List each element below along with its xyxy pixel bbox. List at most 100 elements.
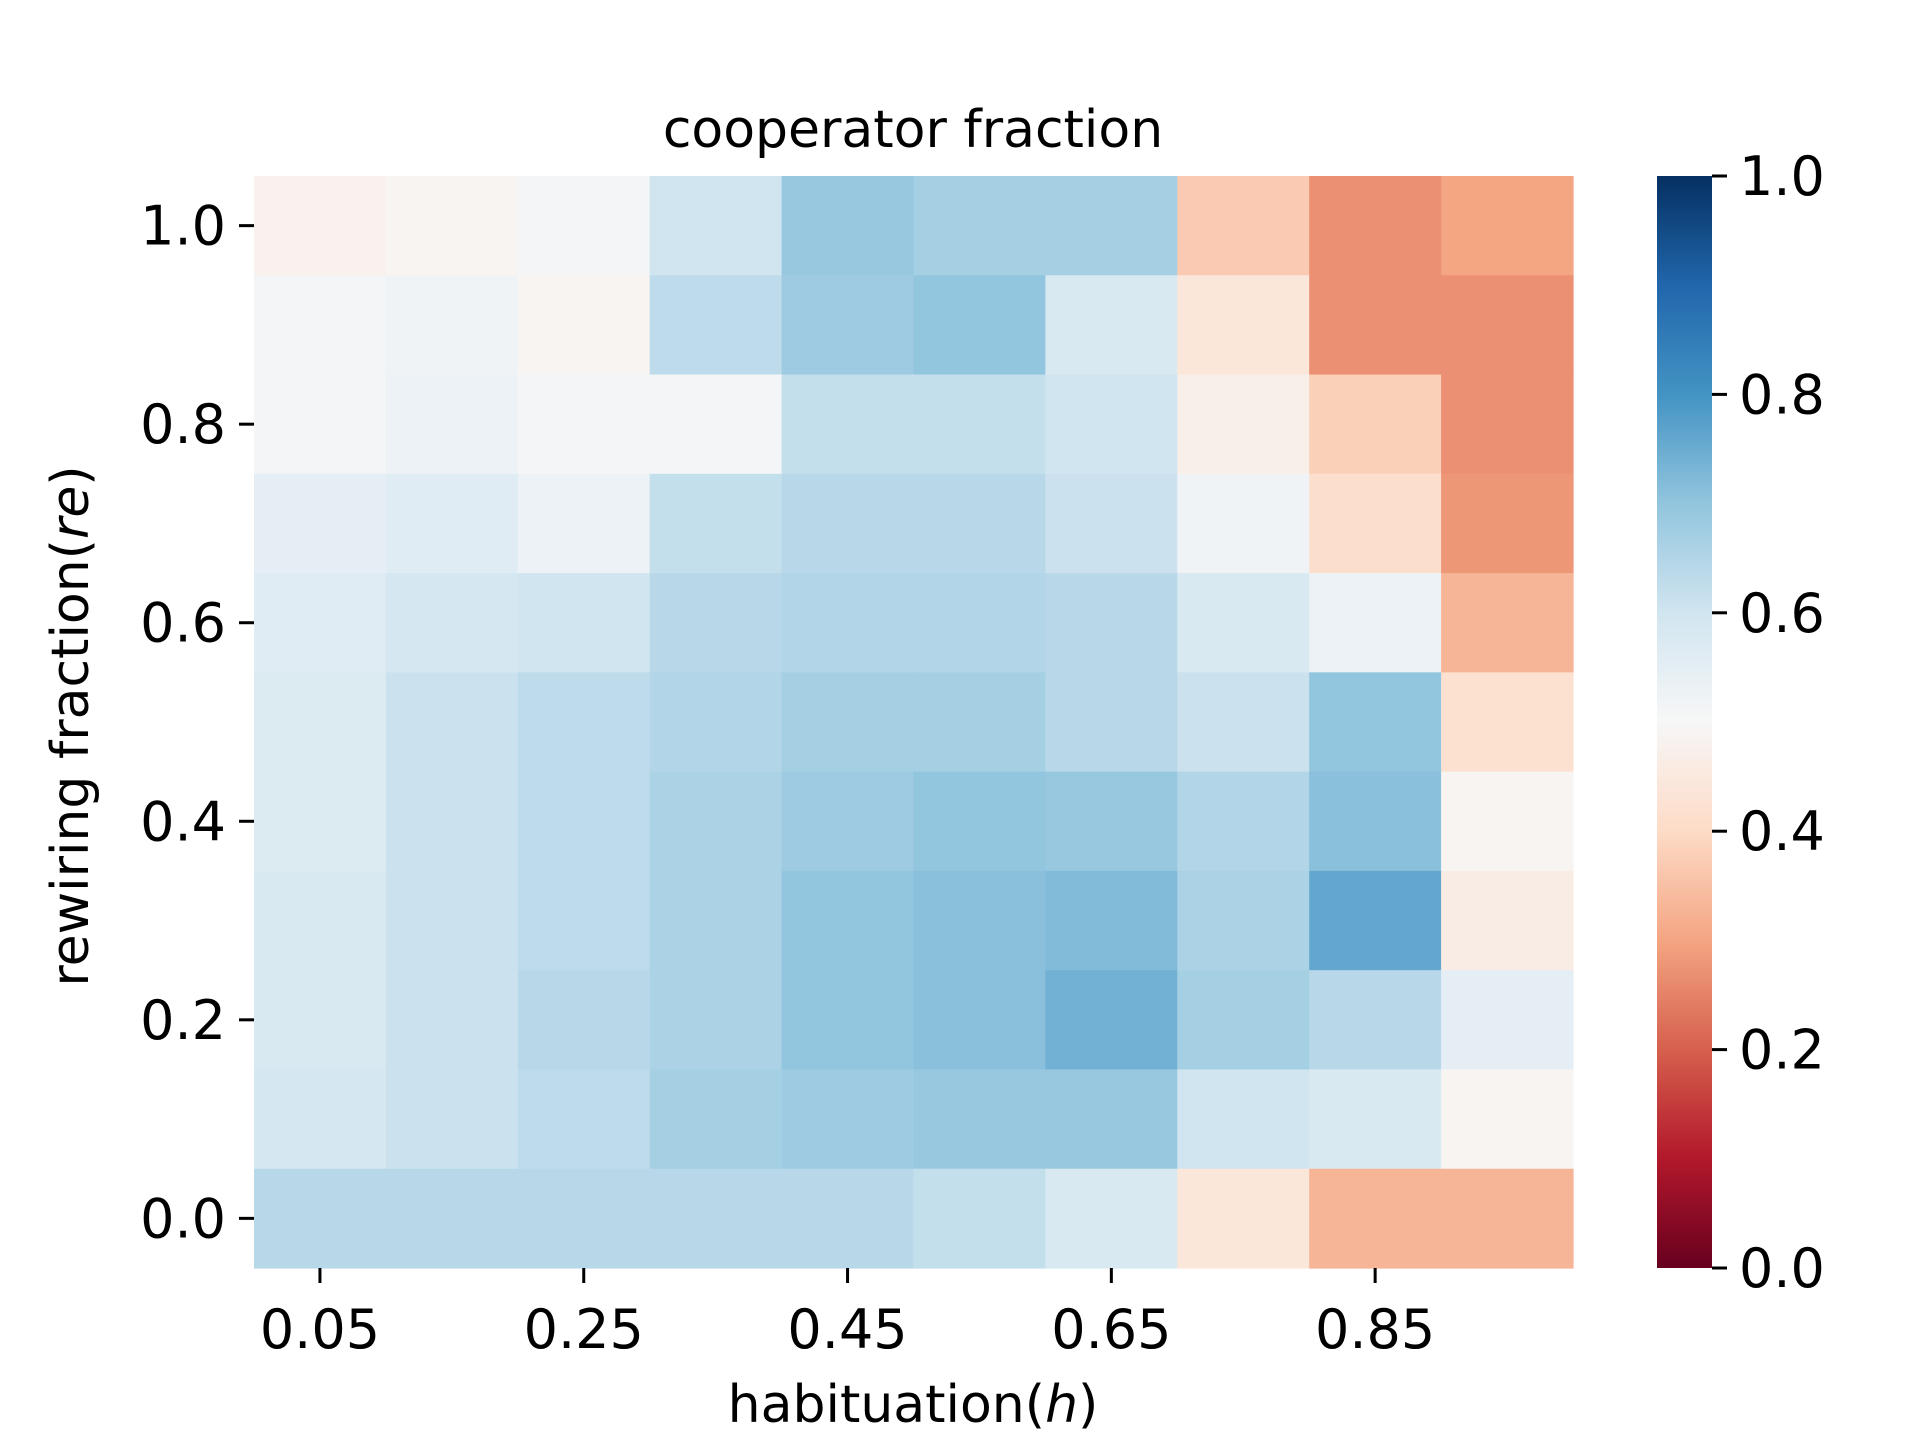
heatmap-cell [781,1168,915,1269]
heatmap-cell [1045,275,1178,376]
heatmap-cell [913,573,1046,673]
heatmap-cell [781,473,915,574]
heatmap-cell [254,573,387,673]
heatmap-cell [254,771,387,872]
heatmap-cell [649,771,783,872]
colorbar [1657,176,1712,1268]
heatmap-cell [1441,771,1574,872]
heatmap-cell [254,275,387,376]
y-tick-label: 0.8 [140,393,226,456]
x-tick-label: 0.45 [787,1298,907,1361]
heatmap-cell [649,1069,783,1170]
heatmap-cell [1309,473,1442,574]
heatmap-cell [517,275,651,376]
heatmap-cell [517,473,651,574]
heatmap-cell [649,573,783,673]
heatmap-cell [254,1168,387,1269]
heatmap-cell [517,1168,651,1269]
heatmap-cell [781,374,915,475]
heatmap-cell [517,573,651,673]
heatmap-cell [1177,573,1310,673]
y-tick-label: 0.2 [140,989,226,1052]
heatmap-cell [1309,672,1442,773]
colorbar-tick-label: 0.2 [1739,1019,1825,1082]
x-tick-label: 0.85 [1315,1298,1435,1361]
heatmap-cell [781,573,915,673]
heatmap-cell [1177,1168,1310,1269]
heatmap-cell [385,573,519,673]
heatmap-cell [781,275,915,376]
x-tick-label: 0.05 [260,1298,380,1361]
y-tick-label: 0.0 [140,1187,226,1250]
y-axis-label: rewiring fraction(re) [41,465,101,986]
heatmap-cell [1309,573,1442,673]
heatmap-cell [1045,1168,1178,1269]
heatmap-cells [254,176,1574,1269]
heatmap-cell [385,870,519,971]
heatmap-cell [1441,1069,1574,1170]
y-axis-ticks: 1.0 0.8 0.6 0.4 0.2 0.0 [140,195,254,1250]
heatmap-cell [1441,870,1574,971]
y-tick-label: 0.4 [140,790,226,853]
heatmap-cell [913,1069,1046,1170]
heatmap-cell [1441,473,1574,574]
heatmap-cell [781,672,915,773]
heatmap-cell [385,473,519,574]
heatmap-cell [913,672,1046,773]
heatmap-cell [1177,275,1310,376]
heatmap-cell [254,374,387,475]
heatmap-cell [649,374,783,475]
heatmap-cell [1177,970,1310,1071]
heatmap-cell [1045,473,1178,574]
heatmap-cell [1309,176,1442,276]
heatmap-cell [649,970,783,1071]
heatmap-cell [254,473,387,574]
heatmap-cell [913,473,1046,574]
heatmap-cell [1309,970,1442,1071]
heatmap-cell [781,870,915,971]
heatmap-cell [1045,176,1178,276]
colorbar-tick-label: 0.8 [1739,363,1825,426]
heatmap-cell [1045,672,1178,773]
y-tick-label: 0.6 [140,592,226,655]
heatmap-cell [781,1069,915,1170]
heatmap-cell [517,374,651,475]
heatmap-cell [1441,1168,1574,1269]
heatmap-cell [1441,374,1574,475]
heatmap-cell [781,176,915,276]
heatmap-cell [1309,374,1442,475]
heatmap-cell [385,275,519,376]
heatmap-cell [1045,870,1178,971]
heatmap-cell [385,672,519,773]
colorbar-tick-label: 1.0 [1739,145,1825,208]
colorbar-tick-label: 0.0 [1739,1237,1825,1300]
heatmap-cell [781,970,915,1071]
heatmap-cell [517,970,651,1071]
x-tick-label: 0.65 [1051,1298,1171,1361]
heatmap-cell [1309,771,1442,872]
heatmap-cell [1441,275,1574,376]
heatmap-cell [913,1168,1046,1269]
heatmap-cell [649,672,783,773]
heatmap-cell [1309,870,1442,971]
heatmap-cell [913,374,1046,475]
heatmap-cell [517,870,651,971]
heatmap-cell [649,1168,783,1269]
heatmap-cell [781,771,915,872]
heatmap-cell [1177,374,1310,475]
heatmap-cell [517,672,651,773]
heatmap-cell [517,176,651,276]
heatmap-cell [1177,771,1310,872]
heatmap-cell [1309,275,1442,376]
heatmap-cell [254,970,387,1071]
heatmap-cell [1441,176,1574,276]
heatmap-cell [1309,1168,1442,1269]
heatmap-cell [1045,374,1178,475]
heatmap-cell [913,870,1046,971]
x-axis-label: habituation(h) [728,1375,1099,1435]
heatmap-cell [517,1069,651,1170]
heatmap-cell [1177,176,1310,276]
heatmap-cell [1441,573,1574,673]
heatmap-cell [254,672,387,773]
